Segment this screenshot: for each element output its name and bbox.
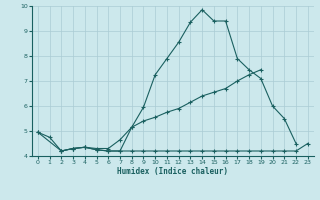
X-axis label: Humidex (Indice chaleur): Humidex (Indice chaleur) (117, 167, 228, 176)
